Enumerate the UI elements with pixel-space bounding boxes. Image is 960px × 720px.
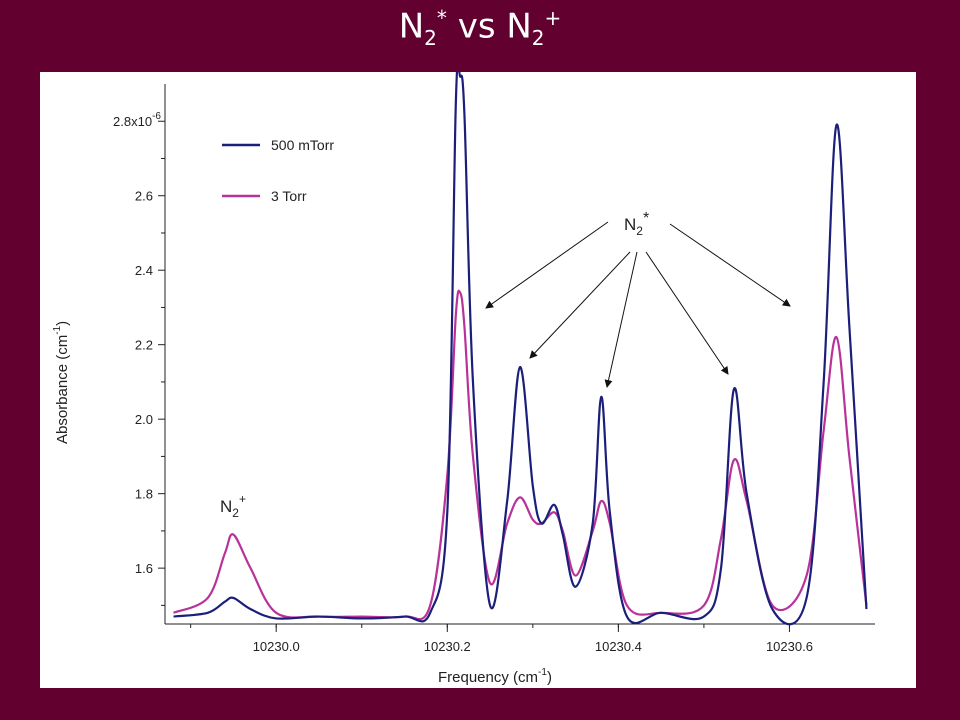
y-tick-label: 2.8x10-6 — [113, 111, 161, 129]
ticks: 1.6 1.8 2.0 2.2 2.4 2.6 2.8x10-6 10230.0 10230.2… — [113, 111, 813, 654]
series-lines — [173, 72, 868, 626]
x-tick-label: 10230.2 — [424, 639, 471, 654]
x-tick-label: 10230.4 — [595, 639, 642, 654]
title-vs: vs — [446, 6, 507, 47]
legend: 500 mTorr 3 Torr — [222, 137, 334, 204]
title-n-2: N — [506, 6, 532, 47]
slide-title: N2* vs N2+ — [0, 6, 960, 50]
x-tick-label: 10230.0 — [253, 639, 300, 654]
arrow-to-peak-3 — [604, 251, 638, 388]
annotation-n2-star: N2* — [624, 210, 649, 238]
legend-label-3torr: 3 Torr — [271, 188, 307, 204]
title-n-1: N — [398, 6, 425, 47]
x-tick-label: 10230.6 — [766, 639, 813, 654]
y-tick-label: 1.8 — [135, 487, 153, 502]
annotation-arrows — [485, 221, 791, 388]
absorbance-chart: 1.6 1.8 2.0 2.2 2.4 2.6 2.8x10-6 10230.0 10230.2… — [52, 72, 875, 686]
title-sub-2: 2 — [531, 26, 545, 51]
arrow-to-peak-1 — [485, 221, 609, 309]
y-tick-label: 2.6 — [135, 189, 153, 204]
arrow-to-peak-2 — [529, 251, 631, 359]
y-tick-label: 2.4 — [135, 263, 153, 278]
y-axis-title: Absorbance (cm-1) — [52, 321, 71, 444]
arrow-to-peak-4 — [645, 251, 729, 375]
annotation-n2-plus: N2+ — [220, 492, 246, 520]
title-sub-1: 2 — [424, 26, 437, 51]
plot-panel: 1.6 1.8 2.0 2.2 2.4 2.6 2.8x10-6 10230.0 10230.2… — [40, 72, 916, 688]
arrow-to-peak-5 — [669, 223, 791, 307]
y-tick-label: 1.6 — [135, 561, 153, 576]
series-line-3torr — [173, 289, 868, 621]
legend-label-500mtorr: 500 mTorr — [271, 137, 334, 153]
title-sup-1: * — [436, 6, 447, 30]
x-axis-title: Frequency (cm-1) — [438, 667, 552, 686]
title-sup-2: + — [544, 6, 562, 30]
series-line-500mtorr — [173, 72, 868, 626]
y-tick-label: 2.2 — [135, 338, 153, 353]
axes — [164, 84, 875, 625]
y-tick-label: 2.0 — [135, 412, 153, 427]
